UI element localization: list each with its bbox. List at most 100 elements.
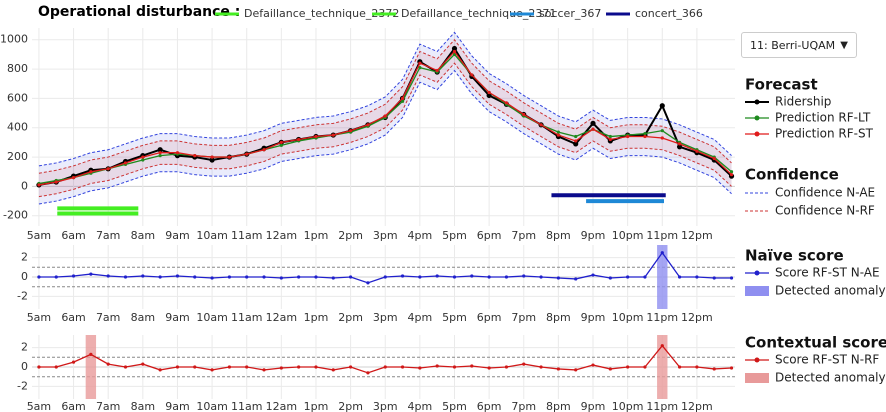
- series-point: [418, 66, 422, 70]
- series-point: [712, 367, 716, 371]
- series-point: [314, 275, 318, 279]
- series-point: [106, 362, 110, 366]
- series-point: [262, 275, 266, 279]
- y-tick-label: 2: [21, 341, 28, 354]
- series-point: [400, 365, 405, 369]
- series-point: [729, 276, 734, 280]
- series-point: [591, 363, 595, 367]
- series-point: [435, 274, 439, 278]
- series-point: [383, 275, 387, 279]
- y-tick-label: 2: [21, 251, 28, 264]
- x-tick-label: 9pm: [581, 311, 606, 324]
- series-point: [574, 139, 578, 143]
- x-tick-label: 5am: [27, 311, 51, 324]
- series-point: [676, 144, 683, 150]
- x-tick-label: 2pm: [338, 229, 363, 242]
- x-tick-label: 2pm: [338, 311, 363, 324]
- series-point: [37, 365, 41, 369]
- x-tick-label: 8pm: [546, 400, 571, 412]
- series-point: [573, 141, 579, 147]
- x-tick-label: 1pm: [304, 400, 329, 412]
- series-point: [660, 136, 664, 140]
- series-point: [643, 275, 647, 279]
- x-tick-label: 1pm: [304, 311, 329, 324]
- series-point: [487, 275, 491, 279]
- series-point: [435, 68, 439, 73]
- y-tick-label: 400: [7, 121, 28, 134]
- x-tick-label: 3pm: [373, 400, 398, 412]
- confidence-bound: [38, 62, 732, 198]
- series-point: [245, 152, 249, 156]
- series-point: [383, 365, 387, 369]
- y-tick-label: 1000: [0, 33, 28, 46]
- series-point: [297, 137, 301, 142]
- series-point: [262, 368, 266, 372]
- series-point: [54, 180, 58, 184]
- disturbance-legend-entry: Defaillance_technique_2371: [401, 7, 556, 20]
- x-tick-label: 6pm: [477, 400, 502, 412]
- x-tick-label: 9am: [165, 311, 189, 324]
- series-point: [695, 149, 699, 153]
- anomaly-span: [85, 335, 97, 399]
- series-point: [590, 120, 596, 126]
- series-point: [210, 368, 214, 372]
- series-point: [89, 272, 93, 276]
- x-tick-label: 11pm: [646, 229, 678, 242]
- series-point: [279, 366, 283, 370]
- confidence-bound: [38, 38, 732, 174]
- station-selector[interactable]: 11: Berri-UQAM ▼: [741, 32, 857, 58]
- legend-swatch: [754, 115, 760, 121]
- x-tick-label: 8am: [131, 229, 155, 242]
- series-point: [522, 362, 526, 366]
- series-point: [158, 368, 162, 372]
- x-tick-label: 10am: [196, 400, 227, 412]
- series-point: [539, 275, 543, 279]
- series-point: [504, 275, 509, 279]
- selector-label: 11: Berri-UQAM: [750, 38, 836, 52]
- x-tick-label: 9pm: [581, 229, 606, 242]
- series-point: [227, 155, 231, 159]
- series-point: [193, 365, 197, 369]
- x-tick-label: 10pm: [612, 400, 644, 412]
- series-point: [210, 155, 214, 159]
- x-tick-label: 7pm: [511, 229, 536, 242]
- series-point: [556, 367, 560, 371]
- y-tick-label: 600: [7, 91, 28, 104]
- series-point: [89, 352, 93, 356]
- series-point: [175, 151, 180, 155]
- series-point: [522, 112, 526, 117]
- legend-entry: Score RF-ST N-RF: [775, 353, 879, 367]
- y-tick-label: -2: [17, 379, 28, 392]
- x-tick-label: 9am: [165, 229, 189, 242]
- series-point: [643, 365, 647, 369]
- series-point: [539, 365, 543, 369]
- series-point: [400, 274, 405, 278]
- series-point: [626, 275, 630, 279]
- series-point: [71, 360, 76, 364]
- series-point: [141, 155, 145, 159]
- x-tick-label: 4pm: [408, 311, 433, 324]
- x-tick-label: 12am: [266, 311, 297, 324]
- disturbance-legend-entry: Defaillance_technique_2372: [244, 7, 399, 20]
- x-tick-label: 12am: [266, 229, 297, 242]
- series-point: [591, 127, 595, 131]
- x-tick-label: 11am: [231, 400, 262, 412]
- dropdown-arrow[interactable]: ▼: [840, 39, 848, 51]
- series-point: [487, 90, 491, 95]
- x-tick-label: 5am: [27, 400, 51, 412]
- series-point: [297, 275, 301, 279]
- series-point: [366, 371, 370, 375]
- x-tick-label: 8am: [131, 400, 155, 412]
- series-point: [175, 274, 180, 278]
- x-tick-label: 9am: [165, 400, 189, 412]
- x-tick-label: 12pm: [681, 311, 713, 324]
- x-tick-label: 3pm: [373, 229, 398, 242]
- series-point: [106, 274, 110, 278]
- series-point: [383, 114, 387, 118]
- series-point: [539, 123, 543, 127]
- series-point: [626, 365, 630, 369]
- x-tick-label: 7am: [96, 229, 120, 242]
- series-point: [729, 366, 734, 370]
- series-point: [37, 183, 41, 187]
